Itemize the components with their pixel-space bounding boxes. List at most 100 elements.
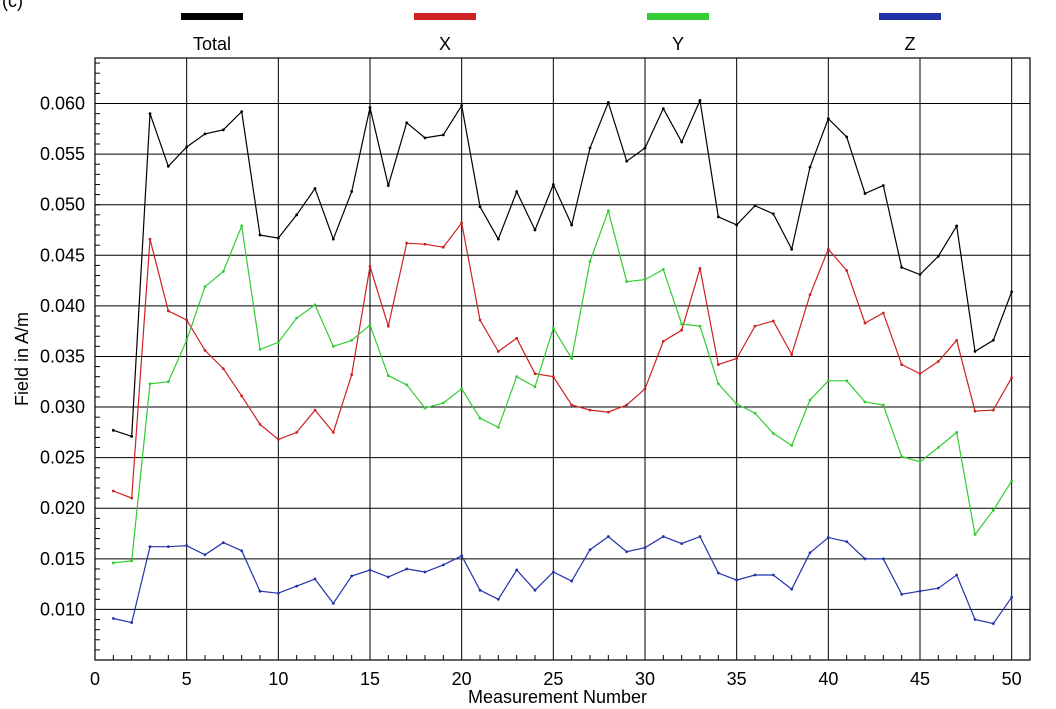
data-point	[478, 588, 482, 592]
data-point	[900, 363, 904, 366]
data-point	[936, 254, 940, 258]
data-point	[276, 236, 280, 240]
data-point	[936, 360, 940, 363]
data-point	[845, 379, 849, 383]
data-point	[826, 117, 830, 121]
data-point	[955, 573, 959, 577]
data-point	[881, 557, 885, 561]
data-point	[148, 545, 152, 549]
data-point	[166, 380, 170, 384]
data-point	[496, 425, 500, 429]
x-tick-label: 15	[360, 669, 380, 689]
data-point	[808, 293, 812, 297]
data-point	[881, 184, 885, 187]
data-point	[826, 536, 830, 539]
data-point	[753, 411, 757, 415]
data-point	[331, 344, 335, 348]
data-point	[826, 247, 830, 251]
data-point	[331, 430, 335, 434]
data-point	[313, 408, 317, 412]
y-tick-label: 0.015	[40, 549, 85, 569]
data-point	[716, 382, 720, 386]
data-point	[570, 223, 574, 227]
data-point	[240, 110, 244, 114]
data-point	[148, 237, 152, 241]
data-point	[533, 228, 537, 232]
data-point	[936, 446, 940, 449]
data-point	[423, 242, 427, 246]
data-point	[790, 444, 794, 447]
data-point	[331, 237, 335, 241]
data-point	[735, 223, 739, 227]
legend-label: Y	[672, 34, 684, 54]
data-point	[460, 104, 464, 107]
data-point	[881, 403, 885, 407]
data-point	[918, 273, 922, 276]
data-point	[625, 280, 629, 283]
data-point	[203, 349, 207, 352]
data-point	[405, 241, 409, 245]
data-point	[735, 357, 739, 360]
data-point	[368, 568, 372, 572]
figure-panel-label: (c)	[2, 0, 23, 11]
data-point	[845, 269, 849, 272]
x-tick-label: 40	[818, 669, 838, 689]
data-point	[478, 416, 482, 420]
legend-label: Z	[905, 34, 916, 54]
data-point	[276, 591, 280, 595]
data-point	[790, 353, 794, 356]
data-point	[368, 323, 372, 327]
data-point	[460, 554, 464, 558]
data-point	[111, 489, 115, 493]
data-point	[863, 557, 867, 561]
data-point	[973, 350, 977, 353]
data-point	[515, 190, 519, 193]
data-point	[973, 533, 977, 536]
data-point	[735, 578, 739, 582]
data-point	[570, 579, 574, 583]
data-point	[111, 561, 115, 565]
data-point	[423, 570, 427, 574]
data-point	[185, 145, 189, 149]
data-point	[386, 374, 390, 378]
data-point	[460, 387, 464, 391]
data-point	[350, 574, 354, 578]
legend-swatch	[879, 13, 941, 20]
data-point	[643, 546, 647, 550]
data-point	[790, 247, 794, 251]
data-point	[973, 409, 977, 413]
data-point	[460, 221, 464, 225]
data-point	[111, 428, 115, 432]
data-point	[918, 372, 922, 376]
data-point	[606, 209, 610, 213]
data-point	[350, 338, 354, 342]
data-point	[496, 237, 500, 241]
data-point	[643, 278, 647, 281]
data-point	[496, 597, 500, 601]
data-point	[936, 586, 940, 590]
data-point	[771, 431, 775, 435]
data-point	[771, 212, 775, 216]
data-point	[991, 408, 995, 412]
data-point	[551, 570, 555, 574]
data-point	[716, 571, 720, 575]
data-point	[808, 165, 812, 169]
data-point	[680, 328, 684, 332]
data-point	[533, 385, 537, 389]
y-tick-label: 0.010	[40, 599, 85, 619]
data-point	[221, 270, 225, 273]
data-point	[863, 321, 867, 325]
y-tick-label: 0.050	[40, 195, 85, 215]
data-point	[386, 184, 390, 187]
data-point	[203, 285, 207, 289]
data-point	[441, 563, 445, 567]
data-point	[863, 192, 867, 195]
data-point	[221, 541, 225, 545]
data-point	[698, 324, 702, 328]
data-point	[771, 573, 775, 577]
data-point	[111, 617, 115, 620]
x-tick-label: 25	[543, 669, 563, 689]
data-point	[313, 577, 317, 581]
data-point	[863, 400, 867, 404]
y-tick-label: 0.045	[40, 245, 85, 265]
